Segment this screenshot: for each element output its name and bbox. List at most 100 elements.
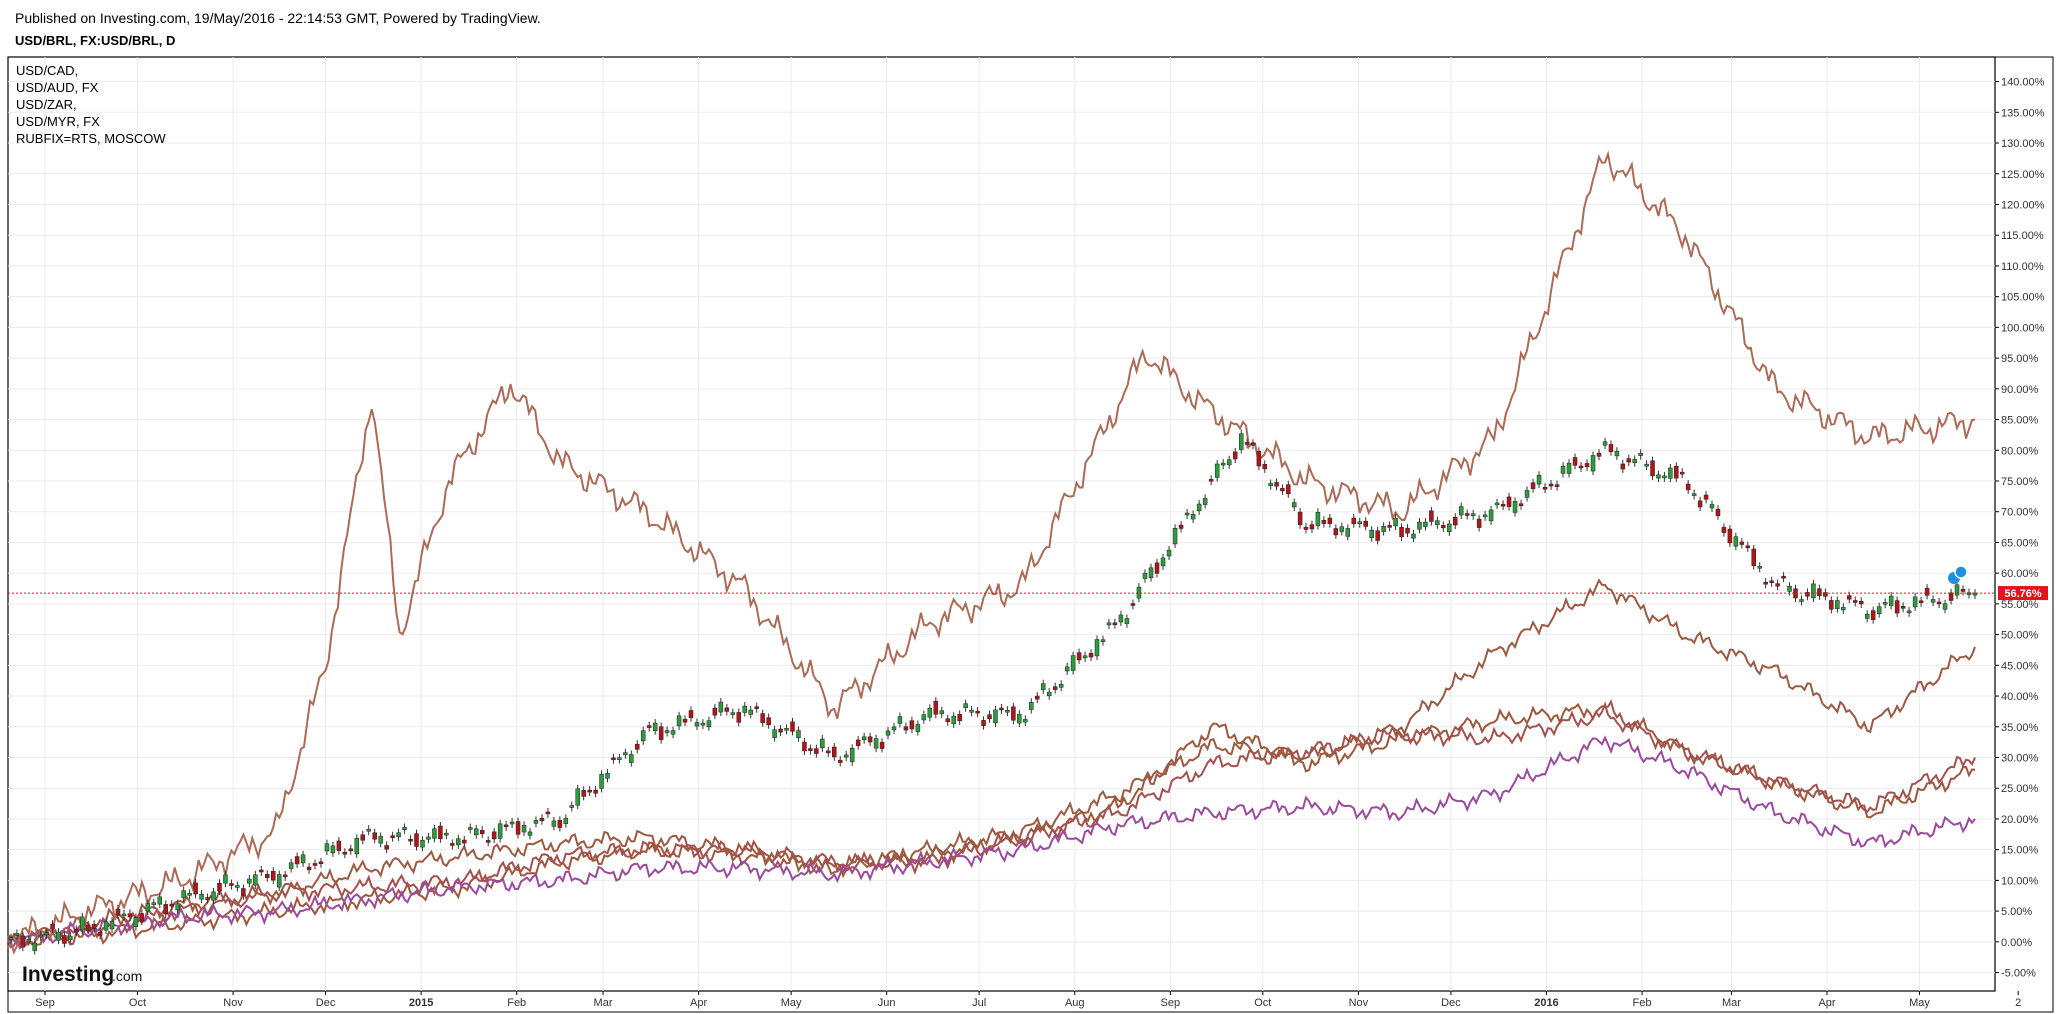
candle-body <box>8 937 14 940</box>
y-tick-label: 15.00% <box>2001 845 2039 857</box>
candle-body <box>730 712 736 715</box>
candle-body <box>1076 652 1082 661</box>
candle-body <box>1691 493 1697 496</box>
candle-body <box>1584 463 1590 468</box>
candle-body <box>736 712 742 723</box>
candle-body <box>849 748 855 762</box>
candle-body <box>1656 474 1661 479</box>
y-tick-label: 95.00% <box>2001 353 2039 365</box>
candle-body <box>1948 592 1954 601</box>
y-tick-label: 40.00% <box>2001 691 2039 703</box>
candle-body <box>384 845 389 850</box>
candle-body <box>62 935 67 944</box>
y-tick-label: 105.00% <box>2001 292 2045 304</box>
candle-body <box>1679 471 1685 475</box>
candle-body <box>1315 511 1321 526</box>
candle-body <box>44 932 49 935</box>
x-tick-label: Sep <box>1161 997 1181 1009</box>
candle-body <box>1088 653 1094 658</box>
candle-body <box>1351 517 1357 525</box>
candle-body <box>778 728 783 733</box>
candle-body <box>1184 512 1190 516</box>
candle-body <box>981 720 986 726</box>
candle-body <box>1715 508 1721 517</box>
candle-body <box>1417 521 1422 530</box>
candle-body <box>682 719 688 723</box>
candle-body <box>1512 501 1518 513</box>
candle-body <box>1697 500 1703 508</box>
candle-body <box>1566 462 1572 474</box>
y-tick-label: 55.00% <box>2001 599 2039 611</box>
candle-body <box>1829 600 1834 610</box>
candle-body <box>1494 502 1500 506</box>
y-tick-label: 35.00% <box>2001 722 2039 734</box>
candle-body <box>444 832 449 836</box>
candle-body <box>1590 455 1596 472</box>
y-tick-label: 80.00% <box>2001 445 2039 457</box>
logo-suffix: .com <box>112 968 142 984</box>
candle-body <box>742 705 748 713</box>
series-line <box>7 578 1976 947</box>
legend-item: USD/CAD, <box>16 63 78 78</box>
candle-body <box>587 789 592 793</box>
candle-body <box>1488 509 1494 522</box>
candle-body <box>1632 459 1637 464</box>
candle-body <box>1333 528 1339 536</box>
candle-body <box>372 832 377 840</box>
candle-body <box>1369 529 1374 538</box>
candle-body <box>694 722 700 727</box>
x-tick-label: Sep <box>35 997 55 1009</box>
candle-body <box>1238 433 1244 450</box>
axis-frame <box>7 56 2054 1013</box>
candle-body <box>1650 460 1655 477</box>
candle-body <box>175 903 180 911</box>
candle-body <box>1894 600 1900 614</box>
candle-body <box>1745 545 1751 549</box>
candle-body <box>1023 719 1028 723</box>
candle-body <box>408 838 413 842</box>
candle-body <box>1930 599 1936 603</box>
candle-body <box>336 840 342 851</box>
candle-body <box>1154 562 1160 574</box>
candle-body <box>1912 596 1918 608</box>
candle-body <box>247 878 252 884</box>
candle-body <box>748 709 753 715</box>
candle-body <box>509 821 515 825</box>
candle-body <box>288 862 294 869</box>
candle-body <box>1291 502 1297 508</box>
candle-body <box>1106 622 1112 626</box>
marker-icons[interactable] <box>1948 565 1968 584</box>
candle-body <box>754 706 759 709</box>
candle-body <box>503 824 509 828</box>
candle-body <box>1739 541 1745 545</box>
candle-body <box>640 730 646 742</box>
candle-body <box>1321 520 1327 524</box>
x-tick-label: 2016 <box>1534 997 1558 1009</box>
candle-body <box>366 828 371 832</box>
candle-body <box>259 869 264 873</box>
y-tick-label: -5.00% <box>2001 968 2036 980</box>
candle-body <box>855 739 861 746</box>
candle-body <box>1166 549 1172 557</box>
candle-body <box>1363 520 1368 527</box>
x-tick-label: Mar <box>594 997 613 1009</box>
candle-body <box>1435 520 1440 526</box>
candle-body <box>205 897 210 900</box>
y-tick-label: 70.00% <box>2001 507 2039 519</box>
candle-body <box>1327 517 1333 524</box>
pin-icon[interactable] <box>1954 565 1968 579</box>
y-tick-label: 10.00% <box>2001 875 2039 887</box>
candle-body <box>354 838 360 855</box>
candle-body <box>56 931 61 941</box>
candle-body <box>891 726 897 731</box>
candle-body <box>652 722 658 731</box>
x-axis: Sep Oct Nov Dec 2015 Feb Mar Apr May Jun Jul Aug Sep… <box>35 991 2021 1009</box>
candle-body <box>456 838 461 846</box>
candle-body <box>1852 600 1858 603</box>
candle-body <box>1040 683 1046 691</box>
legend[interactable]: USD/CAD, USD/AUD, FX USD/ZAR, USD/MYR, FX RU… <box>16 63 166 146</box>
candle-body <box>438 825 443 840</box>
candle-body <box>945 718 950 723</box>
x-tick-label: Apr <box>690 997 707 1009</box>
